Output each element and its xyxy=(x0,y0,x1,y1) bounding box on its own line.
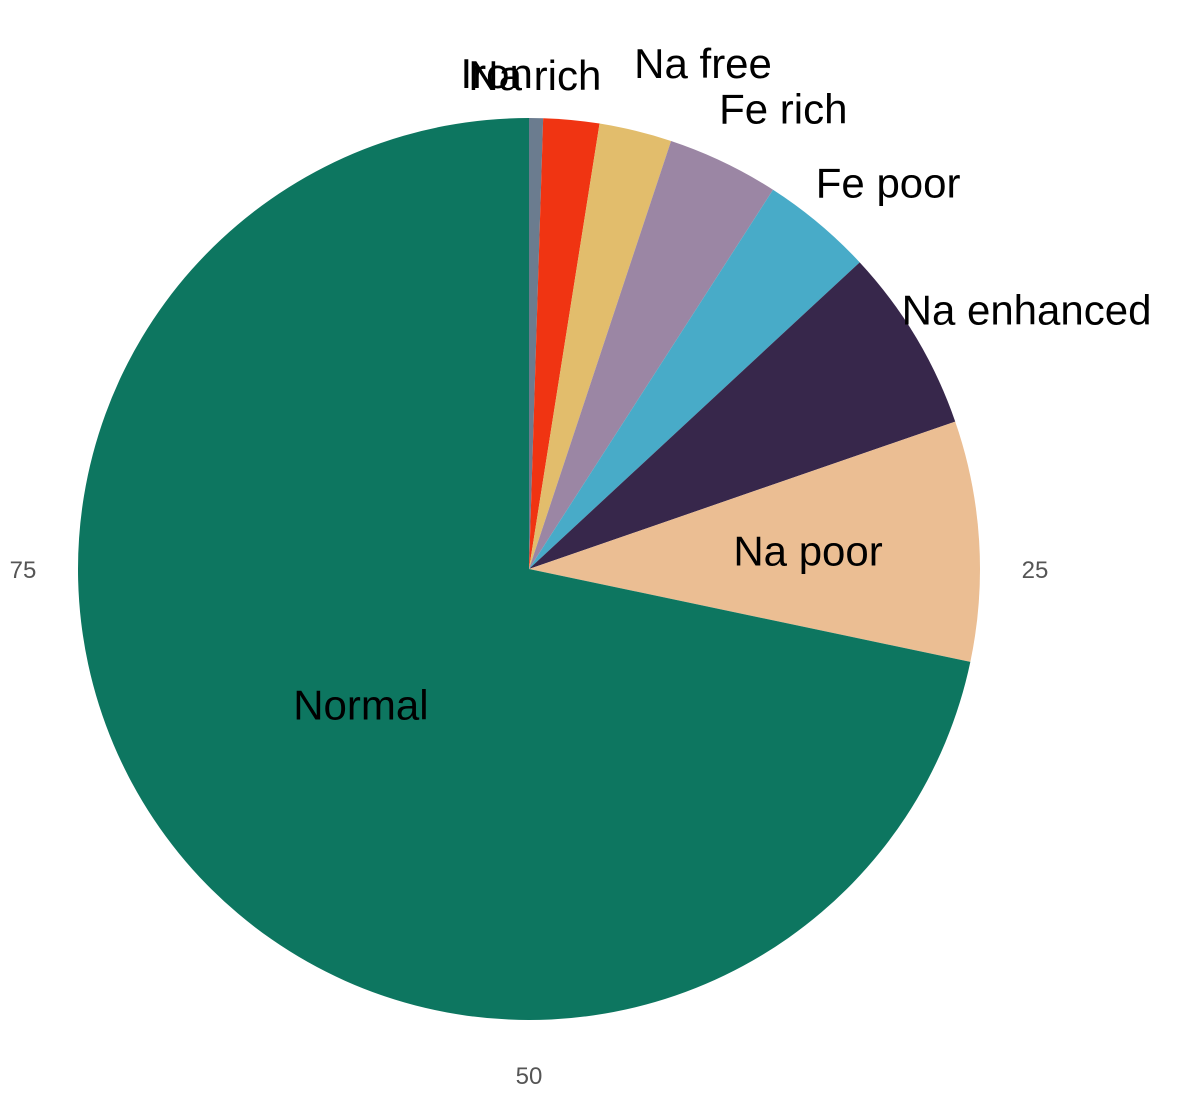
pie-label-na-enhanced: Na enhanced xyxy=(902,286,1152,333)
axis-tick-75: 75 xyxy=(10,557,37,584)
pie-slice-na-free xyxy=(529,123,672,570)
pie-slice-na-poor xyxy=(529,421,980,662)
pie-label-fe-rich: Fe rich xyxy=(719,86,847,133)
pie-label-normal: Normal xyxy=(293,681,428,728)
pie-label-na-free: Na free xyxy=(634,40,772,87)
pie-label-na-poor: Na poor xyxy=(733,527,882,574)
pie-slice-na-enhanced xyxy=(529,262,956,569)
pie-slices xyxy=(77,118,980,1020)
pie-slice-na-rich xyxy=(529,118,600,570)
axis-tick-25: 25 xyxy=(1022,557,1049,584)
pie-label-iron: Iron xyxy=(460,50,532,97)
pie-slice-iron xyxy=(529,118,544,569)
pie-axis-ticks: 25 50 75 xyxy=(10,557,1049,1090)
pie-label-fe-poor: Fe poor xyxy=(816,160,961,207)
pie-label-na-rich: Na rich xyxy=(468,52,601,99)
axis-tick-50: 50 xyxy=(516,1063,543,1090)
pie-slice-fe-poor xyxy=(529,189,860,569)
pie-slice-normal xyxy=(77,118,971,1020)
pie-slice-fe-rich xyxy=(529,140,774,569)
